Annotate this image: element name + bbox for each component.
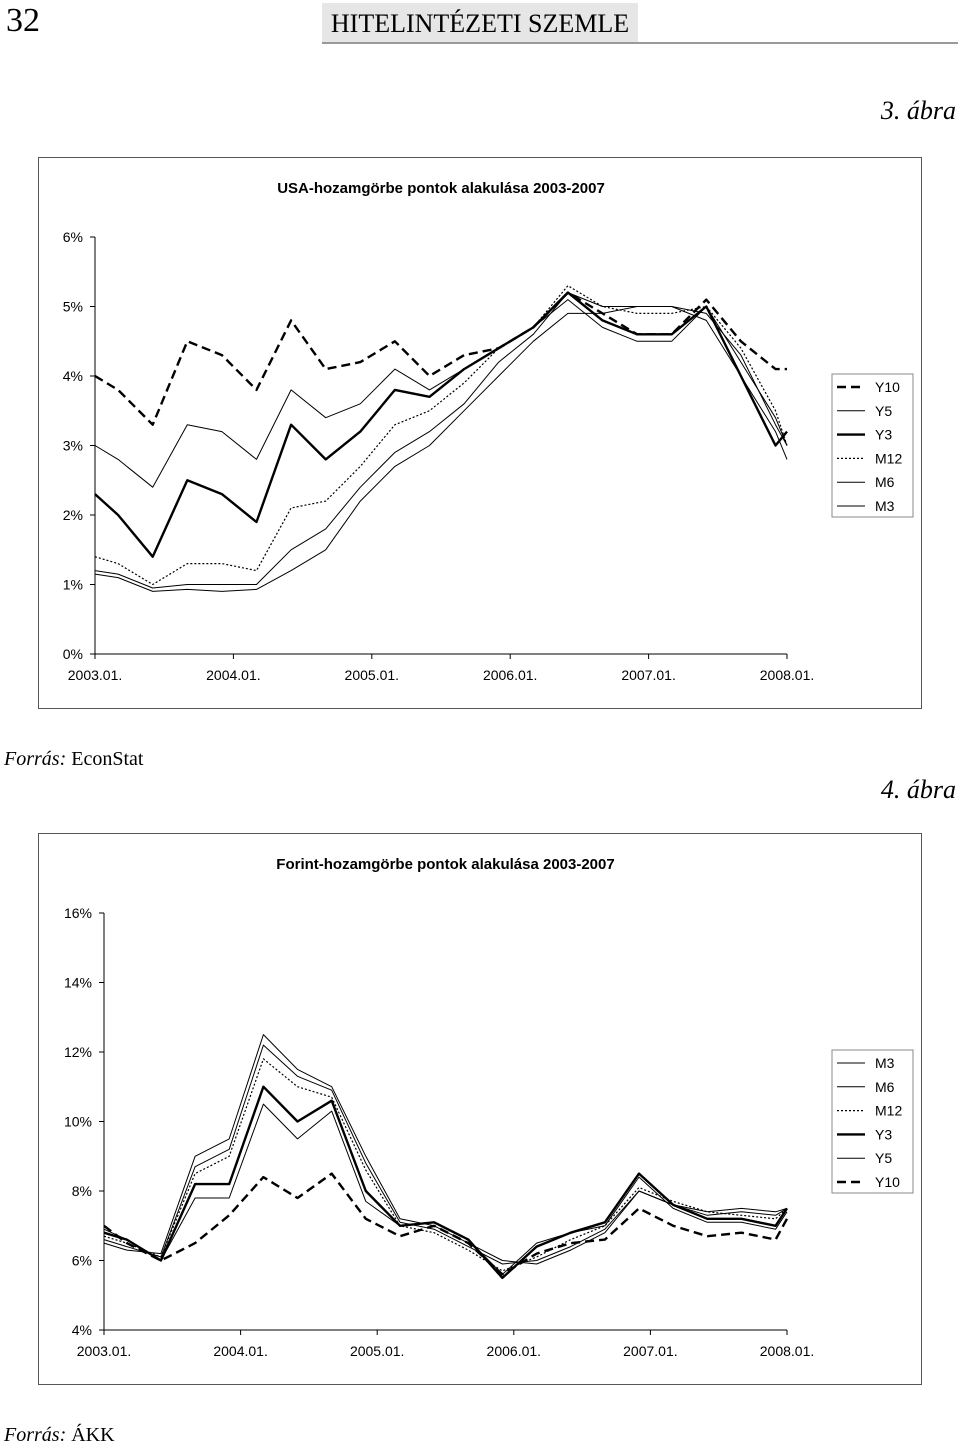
y-tick-label: 1%	[63, 577, 83, 593]
series-line-m6	[94, 292, 788, 589]
source-prefix: Forrás:	[4, 748, 67, 770]
series-line-m12	[94, 285, 788, 586]
chart-title: Forint-hozamgörbe pontok alakulása 2003-…	[276, 856, 614, 873]
y-tick-label: 2%	[63, 507, 83, 523]
x-tick-label: 2007.01.	[621, 667, 676, 683]
x-tick-label: 2003.01.	[68, 667, 123, 683]
x-tick-label: 2006.01.	[487, 1343, 542, 1359]
legend-box	[831, 1049, 914, 1194]
series-line-m6	[103, 1044, 788, 1265]
series-line-y3	[103, 1085, 789, 1280]
legend-label: Y10	[875, 379, 900, 395]
y-tick-label: 8%	[72, 1183, 92, 1199]
figure-label: 4. ábra	[880, 775, 956, 804]
x-tick-label: 2004.01.	[206, 667, 261, 683]
chart-frame: Forint-hozamgörbe pontok alakulása 2003-…	[38, 833, 922, 1385]
y-tick-label: 16%	[64, 905, 92, 921]
legend-label: M3	[875, 1055, 895, 1071]
figure-source: Forrás: EconStat	[4, 748, 143, 771]
legend-box	[831, 373, 914, 518]
legend-label: M6	[875, 474, 895, 490]
y-tick-label: 3%	[63, 438, 83, 454]
figure-source: Forrás: ÁKK	[4, 1424, 115, 1447]
source-prefix: Forrás:	[4, 1424, 67, 1446]
y-tick-label: 14%	[64, 975, 92, 991]
series-line-m3	[103, 1034, 788, 1265]
x-tick-label: 2004.01.	[213, 1343, 268, 1359]
x-tick-label: 2005.01.	[350, 1343, 405, 1359]
legend-label: Y3	[875, 1126, 892, 1142]
series-line-y10	[94, 291, 787, 426]
x-tick-label: 2005.01.	[345, 667, 400, 683]
x-tick-label: 2008.01.	[760, 667, 815, 683]
legend-label: M3	[875, 498, 895, 514]
chart-svg: Forint-hozamgörbe pontok alakulása 2003-…	[64, 856, 914, 1359]
header-rule	[322, 42, 958, 44]
legend-label: Y5	[875, 403, 892, 419]
y-tick-label: 5%	[63, 299, 83, 315]
x-tick-label: 2007.01.	[623, 1343, 678, 1359]
y-tick-label: 4%	[72, 1322, 92, 1338]
chart-svg: USA-hozamgörbe pontok alakulása 2003-200…	[63, 180, 914, 683]
series-line-y10	[103, 1172, 789, 1276]
series-line-m3	[94, 306, 788, 592]
y-tick-label: 6%	[72, 1253, 92, 1269]
chart-frame: USA-hozamgörbe pontok alakulása 2003-200…	[38, 157, 922, 709]
source-name: ÁKK	[71, 1424, 115, 1446]
x-tick-label: 2003.01.	[77, 1343, 132, 1359]
y-tick-label: 10%	[64, 1114, 92, 1130]
series-line-y5	[103, 1103, 788, 1275]
y-tick-label: 0%	[63, 646, 83, 662]
legend-label: Y10	[875, 1174, 900, 1190]
y-tick-label: 4%	[63, 368, 83, 384]
figure-label: 3. ábra	[880, 96, 956, 125]
page-number: 32	[6, 2, 40, 39]
chart-title: USA-hozamgörbe pontok alakulása 2003-200…	[277, 180, 605, 197]
y-tick-label: 6%	[63, 229, 83, 245]
series-line-m12	[103, 1058, 788, 1272]
series-line-y3	[94, 291, 788, 558]
x-tick-label: 2006.01.	[483, 667, 538, 683]
journal-title: HITELINTÉZETI SZEMLE	[322, 3, 638, 43]
series-line-y5	[94, 299, 788, 488]
x-tick-label: 2008.01.	[760, 1343, 815, 1359]
y-tick-label: 12%	[64, 1044, 92, 1060]
legend-label: Y3	[875, 427, 892, 443]
legend-label: Y5	[875, 1150, 892, 1166]
legend-label: M12	[875, 1103, 902, 1119]
legend-label: M12	[875, 450, 902, 466]
legend-label: M6	[875, 1079, 895, 1095]
source-name: EconStat	[71, 748, 144, 770]
